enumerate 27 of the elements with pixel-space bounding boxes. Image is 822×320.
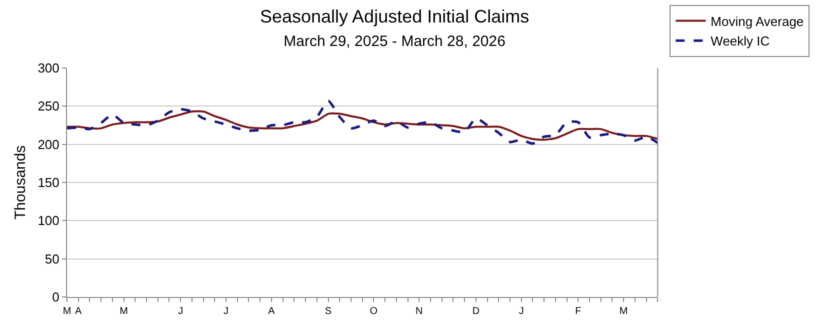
chart-title: Seasonally Adjusted Initial Claims [260,6,530,26]
y-tick-label: 100 [38,213,60,228]
x-tick-label: D [472,306,480,317]
x-tick-label: A [268,306,276,317]
y-tick-label: 0 [52,290,60,305]
y-axis-title: Thousands [12,145,29,220]
x-tick-label: N [416,306,423,317]
line-series [67,100,658,145]
legend-label: Moving Average [710,14,804,29]
x-tick-label: A [75,306,82,317]
x-tick-label: S [324,306,332,317]
x-tick-label: M [120,306,128,317]
x-tick-label: F [575,306,582,317]
x-tick-label: M [62,306,72,317]
y-tick-label: 50 [44,251,60,266]
y-tick-label: 300 [38,60,60,76]
x-tick-label: M [619,306,628,317]
x-tick-label: J [518,306,524,317]
chart-subtitle: March 29, 2025 - March 28, 2026 [284,32,506,50]
x-tick-label: J [224,306,229,317]
y-tick-label: 150 [38,175,60,190]
y-tick-label: 200 [38,136,60,152]
y-tick-label: 250 [38,98,60,114]
legend-label: Weekly IC [710,34,770,49]
x-tick-label: J [178,306,184,317]
line-series [67,110,658,141]
x-tick-label: O [370,306,378,317]
